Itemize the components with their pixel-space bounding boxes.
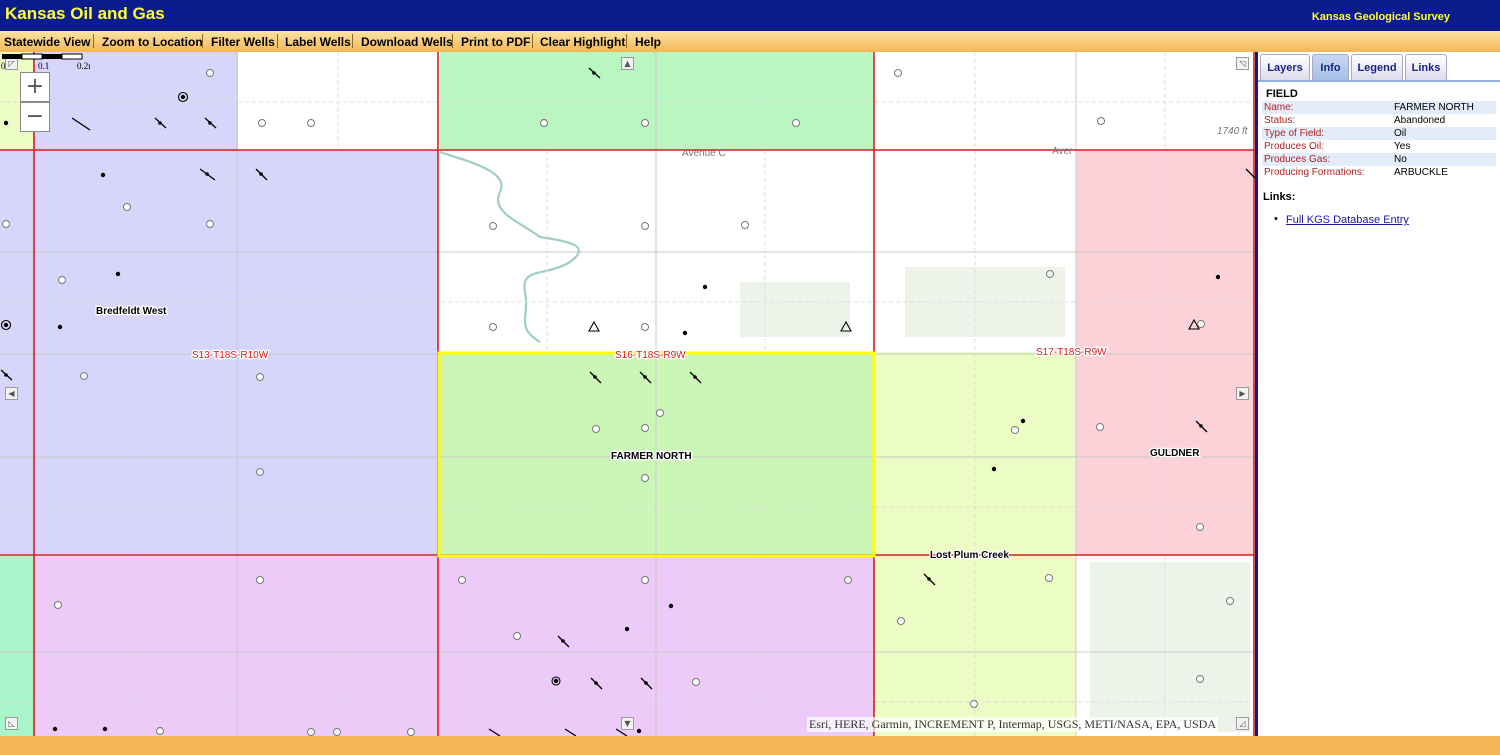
table-row: Producing Formations: ARBUCKLE (1262, 166, 1496, 179)
zoom-out-button[interactable]: − (20, 102, 50, 132)
pan-north-icon[interactable]: ▲ (621, 57, 634, 70)
pan-northeast-icon[interactable]: ◹ (1236, 57, 1249, 70)
field-purple[interactable] (33, 556, 874, 736)
tab-info[interactable]: Info (1312, 54, 1349, 80)
scale-bar-segment (42, 54, 62, 59)
field-label: Bredfeldt West (96, 306, 167, 317)
map-view[interactable]: S13-T18S-R10W S16-T18S-R9W S17-T18S-R9W … (0, 52, 1255, 736)
pan-south-icon[interactable]: ▼ (621, 717, 634, 730)
field-label: Lost Plum Creek (930, 550, 1009, 561)
toolbar: Statewide View Zoom to Location Filter W… (0, 31, 1500, 52)
tab-links[interactable]: Links (1405, 54, 1447, 80)
basemap-patch (905, 267, 1065, 337)
field-highlight (437, 351, 876, 558)
section-label: S13-T18S-R10W (192, 350, 269, 361)
attribute-key: Produces Oil: (1264, 141, 1325, 152)
side-panel: Layers Info Legend Links FIELD Name: FARM… (1258, 52, 1500, 736)
field-label: GULDNER (1150, 448, 1200, 459)
pan-east-icon[interactable]: ▶ (1236, 387, 1249, 400)
scale-tick: 0.1 (38, 61, 49, 71)
scale-bar-segment (21, 53, 43, 60)
attribute-value: FARMER NORTH (1394, 102, 1474, 113)
road-label: Aver (1052, 146, 1073, 157)
attribute-key: Produces Gas: (1264, 154, 1331, 165)
pan-southwest-icon[interactable]: ◺ (5, 717, 18, 730)
scale-bar: 0 0.1 0.2mi (1, 53, 90, 71)
links-list: Full KGS Database Entry (1274, 213, 1409, 226)
statewide-view-button[interactable]: Statewide View (4, 35, 91, 49)
field-label: FARMER NORTH (611, 451, 692, 462)
scale-tick: 0 (1, 61, 6, 71)
attribute-key: Status: (1264, 115, 1296, 126)
elevation-label: 1740 ft (1217, 126, 1249, 137)
links-title: Links: (1263, 191, 1296, 203)
table-row: Produces Oil: Yes (1262, 140, 1496, 153)
quarter-dashed-lines (0, 52, 1255, 736)
field-labels: Bredfeldt West FARMER NORTH GULDNER Lost… (95, 305, 1202, 563)
table-row: Type of Field: Oil (1262, 127, 1496, 140)
attribute-key: Name: (1264, 102, 1294, 113)
tab-underline (1258, 80, 1500, 82)
scale-tick: 0.2mi (77, 61, 90, 71)
toolbar-separator (202, 34, 203, 48)
pan-west-icon[interactable]: ◀ (5, 387, 18, 400)
toolbar-separator (277, 34, 278, 48)
wells-dry-dots (4, 71, 1203, 685)
attribute-value: ARBUCKLE (1394, 167, 1448, 178)
basemap-patch (740, 282, 850, 337)
pan-southeast-icon[interactable]: ◿ (1236, 717, 1249, 730)
footer-bar (0, 736, 1500, 755)
info-title: FIELD (1266, 88, 1298, 100)
section-label: S16-T18S-R9W (615, 350, 686, 361)
road-labels: Avenue C Aver 1740 ft (682, 126, 1249, 159)
attribute-key: Type of Field: (1264, 128, 1325, 139)
table-row: Status: Abandoned (1262, 114, 1496, 127)
toolbar-separator (532, 34, 533, 48)
map-attribution: Esri, HERE, Garmin, INCREMENT P, Interma… (807, 717, 1219, 732)
attribute-table: Name: FARMER NORTH Status: Abandoned Type … (1262, 101, 1496, 179)
map-canvas[interactable]: S13-T18S-R10W S16-T18S-R9W S17-T18S-R9W … (0, 52, 1255, 736)
panel-divider (1255, 52, 1258, 736)
attribute-key: Producing Formations: (1264, 167, 1365, 178)
wells-oil[interactable] (3, 120, 1221, 734)
download-wells-button[interactable]: Download Wells (361, 35, 453, 49)
attribute-value: Yes (1394, 141, 1411, 152)
kgs-database-link[interactable]: Full KGS Database Entry (1286, 214, 1409, 226)
field-bredfeldt-west[interactable] (0, 150, 438, 555)
clear-highlight-button[interactable]: Clear Highlight (540, 35, 626, 49)
quarter-lines (0, 52, 1255, 736)
toolbar-separator (93, 34, 94, 48)
scale-bar-segment (61, 53, 83, 60)
table-row: Produces Gas: No (1262, 153, 1496, 166)
label-wells-button[interactable]: Label Wells (285, 35, 351, 49)
tab-layers[interactable]: Layers (1260, 54, 1310, 80)
toolbar-separator (352, 34, 353, 48)
app-header: Kansas Oil and Gas Kansas Geological Sur… (0, 0, 1500, 31)
filter-wells-button[interactable]: Filter Wells (211, 35, 275, 49)
toolbar-separator (452, 34, 453, 48)
wells-special[interactable] (0, 91, 1200, 686)
scale-bar-segment (2, 54, 22, 59)
wells-plugged[interactable] (2, 69, 1234, 736)
tab-legend[interactable]: Legend (1351, 54, 1403, 80)
section-label: S17-T18S-R9W (1036, 347, 1107, 358)
table-row: Name: FARMER NORTH (1262, 101, 1496, 114)
zoom-in-button[interactable]: + (20, 72, 50, 102)
field-teal-edge (0, 556, 33, 736)
attribute-value: Oil (1394, 128, 1407, 139)
organization-name: Kansas Geological Survey (1311, 11, 1450, 23)
zoom-to-location-button[interactable]: Zoom to Location (102, 35, 203, 49)
road-label: Avenue C (682, 148, 726, 159)
section-labels: S13-T18S-R10W S16-T18S-R9W S17-T18S-R9W (191, 346, 1109, 363)
basemap-patch (1090, 562, 1250, 732)
attribute-value: No (1394, 154, 1407, 165)
attribute-value: Abandoned (1394, 115, 1446, 126)
list-item: Full KGS Database Entry (1274, 213, 1409, 226)
river (439, 150, 580, 343)
app-title: Kansas Oil and Gas (5, 4, 165, 23)
toolbar-separator (626, 34, 627, 48)
help-button[interactable]: Help (635, 35, 662, 49)
print-to-pdf-button[interactable]: Print to PDF (461, 35, 531, 49)
